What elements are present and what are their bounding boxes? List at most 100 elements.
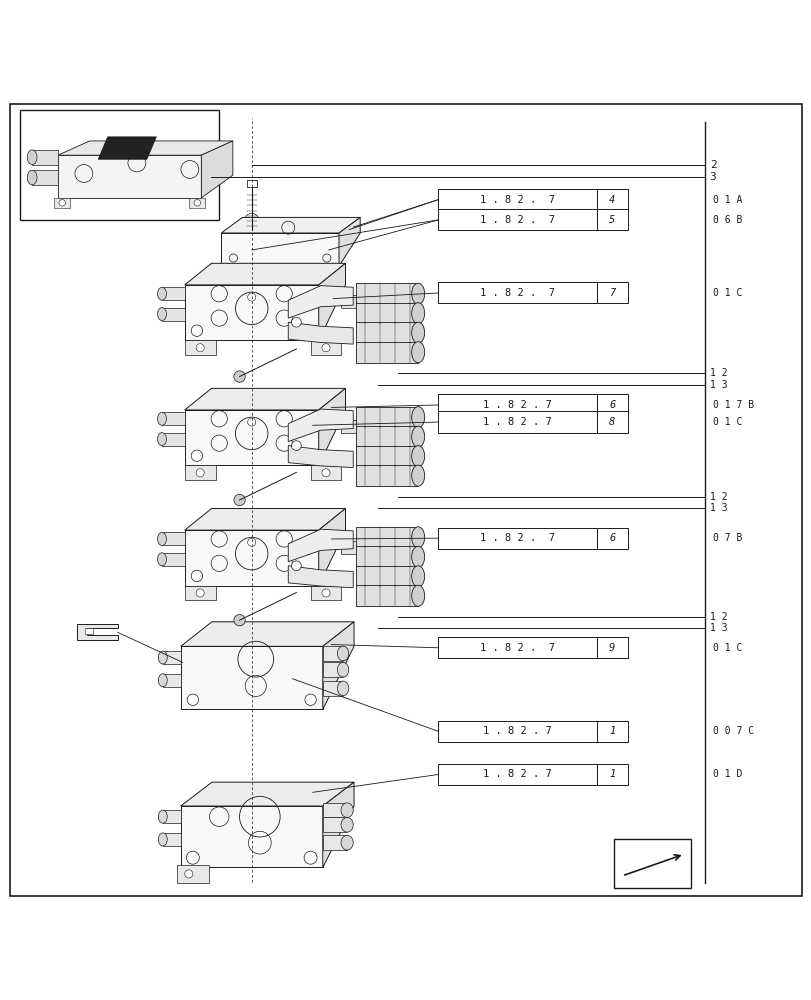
Polygon shape bbox=[177, 865, 209, 883]
Polygon shape bbox=[288, 446, 353, 468]
Text: 1 . 8 2 .  7: 1 . 8 2 . 7 bbox=[479, 533, 555, 543]
Polygon shape bbox=[310, 340, 341, 355]
Bar bbox=[438, 282, 596, 303]
Bar bbox=[162, 833, 180, 846]
Bar bbox=[596, 528, 627, 549]
Bar bbox=[596, 394, 627, 416]
Circle shape bbox=[291, 317, 301, 327]
Text: 1 . 8 2 . 7: 1 . 8 2 . 7 bbox=[483, 726, 551, 736]
Polygon shape bbox=[355, 465, 418, 486]
Circle shape bbox=[187, 694, 198, 705]
Ellipse shape bbox=[158, 810, 167, 823]
Polygon shape bbox=[184, 586, 215, 600]
Ellipse shape bbox=[158, 833, 167, 846]
Circle shape bbox=[234, 614, 245, 626]
Text: 0 1 C: 0 1 C bbox=[712, 643, 741, 653]
Circle shape bbox=[303, 851, 316, 864]
Bar bbox=[596, 209, 627, 230]
Bar bbox=[85, 628, 93, 634]
Polygon shape bbox=[98, 137, 157, 159]
Text: 4: 4 bbox=[608, 195, 615, 205]
Bar bbox=[341, 420, 363, 433]
Bar bbox=[322, 646, 342, 661]
Polygon shape bbox=[355, 407, 418, 428]
Text: 1 . 8 2 .  7: 1 . 8 2 . 7 bbox=[479, 215, 555, 225]
Bar bbox=[162, 651, 180, 664]
Ellipse shape bbox=[411, 527, 424, 548]
Text: 0 1 C: 0 1 C bbox=[712, 288, 741, 298]
Ellipse shape bbox=[411, 283, 424, 304]
Circle shape bbox=[304, 694, 315, 705]
Bar bbox=[341, 541, 363, 554]
Ellipse shape bbox=[337, 662, 348, 677]
Ellipse shape bbox=[411, 446, 424, 467]
Polygon shape bbox=[288, 566, 353, 588]
Text: 1 3: 1 3 bbox=[709, 380, 727, 390]
Circle shape bbox=[321, 589, 329, 597]
Bar bbox=[162, 674, 180, 687]
Bar bbox=[596, 764, 627, 785]
Polygon shape bbox=[184, 530, 318, 586]
Ellipse shape bbox=[359, 420, 368, 433]
Polygon shape bbox=[288, 529, 353, 562]
Text: 9: 9 bbox=[608, 643, 615, 653]
Ellipse shape bbox=[411, 322, 424, 343]
Polygon shape bbox=[180, 806, 322, 867]
Text: 1 . 8 2 . 7: 1 . 8 2 . 7 bbox=[483, 417, 551, 427]
Text: 6: 6 bbox=[608, 533, 615, 543]
Circle shape bbox=[244, 213, 259, 228]
Ellipse shape bbox=[411, 342, 424, 363]
Polygon shape bbox=[355, 446, 418, 467]
Bar bbox=[162, 810, 180, 823]
Bar bbox=[161, 553, 184, 566]
Circle shape bbox=[195, 469, 204, 477]
Ellipse shape bbox=[411, 303, 424, 324]
Polygon shape bbox=[318, 388, 345, 465]
Polygon shape bbox=[322, 782, 354, 867]
Text: 1 . 8 2 . 7: 1 . 8 2 . 7 bbox=[483, 769, 551, 779]
Polygon shape bbox=[322, 622, 354, 709]
Bar bbox=[161, 433, 184, 446]
Ellipse shape bbox=[337, 681, 348, 696]
Polygon shape bbox=[184, 340, 215, 355]
Polygon shape bbox=[310, 465, 341, 480]
Text: 7: 7 bbox=[608, 288, 615, 298]
Text: 0 0 7 C: 0 0 7 C bbox=[712, 726, 753, 736]
Bar bbox=[32, 150, 58, 165]
Circle shape bbox=[244, 219, 259, 234]
Bar bbox=[438, 411, 596, 433]
Bar bbox=[613, 839, 690, 888]
Bar bbox=[438, 637, 596, 658]
Ellipse shape bbox=[359, 541, 368, 554]
Polygon shape bbox=[355, 283, 418, 304]
Bar bbox=[161, 532, 184, 545]
Text: 1 2: 1 2 bbox=[709, 492, 727, 502]
Text: 2: 2 bbox=[709, 160, 715, 170]
Text: 1: 1 bbox=[608, 726, 615, 736]
Ellipse shape bbox=[158, 674, 167, 687]
Circle shape bbox=[300, 325, 311, 336]
Text: 8: 8 bbox=[608, 417, 615, 427]
Bar bbox=[247, 180, 256, 187]
Bar bbox=[32, 170, 58, 185]
Circle shape bbox=[291, 561, 301, 571]
Polygon shape bbox=[58, 141, 233, 155]
Text: 0 1 7 B: 0 1 7 B bbox=[712, 400, 753, 410]
Circle shape bbox=[247, 538, 255, 546]
Text: 1: 1 bbox=[608, 769, 615, 779]
Ellipse shape bbox=[157, 412, 166, 425]
Ellipse shape bbox=[157, 287, 166, 300]
Ellipse shape bbox=[341, 803, 353, 817]
Text: 1 . 8 2 .  7: 1 . 8 2 . 7 bbox=[479, 643, 555, 653]
Polygon shape bbox=[355, 322, 418, 343]
Circle shape bbox=[247, 418, 255, 426]
Bar bbox=[438, 764, 596, 785]
Text: 0 1 A: 0 1 A bbox=[712, 195, 741, 205]
Ellipse shape bbox=[341, 817, 353, 832]
Circle shape bbox=[234, 371, 245, 382]
Circle shape bbox=[184, 870, 192, 878]
Bar bbox=[322, 835, 346, 850]
Polygon shape bbox=[180, 646, 322, 709]
Bar bbox=[161, 287, 184, 300]
Ellipse shape bbox=[411, 546, 424, 567]
